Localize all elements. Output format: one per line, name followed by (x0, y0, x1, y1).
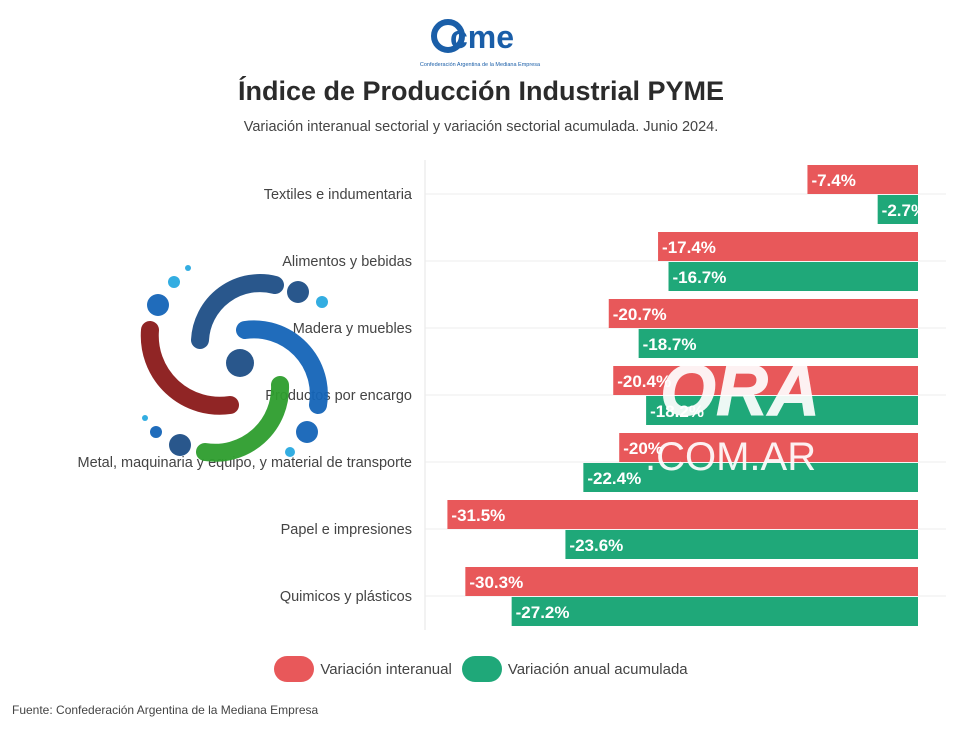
bar-interanual (619, 433, 918, 462)
bar-acumulada (877, 195, 918, 224)
data-label-acumulada: -18.2% (650, 402, 704, 421)
category-label: Productos por encargo (265, 388, 412, 404)
bar-acumulada (646, 396, 918, 425)
data-label-interanual: -30.3% (469, 573, 523, 592)
source-note: Fuente: Confederación Argentina de la Me… (12, 703, 319, 717)
legend-label-interanual: Variación interanual (320, 660, 452, 678)
legend-item-interanual[interactable]: Variación interanual (274, 656, 452, 682)
bar-acumulada (638, 329, 918, 358)
category-label: Alimentos y bebidas (282, 254, 412, 270)
came-logo: cme Confederación Argentina de la Median… (420, 19, 541, 68)
data-label-interanual: -20% (623, 439, 663, 458)
data-label-acumulada: -2.7% (882, 201, 926, 220)
data-label-acumulada: -22.4% (587, 469, 641, 488)
data-label-acumulada: -16.7% (673, 268, 727, 287)
bar-acumulada (511, 597, 918, 626)
category-label: Quimicos y plásticos (280, 589, 412, 605)
data-label-interanual: -7.4% (811, 171, 855, 190)
data-label-acumulada: -23.6% (569, 536, 623, 555)
logo-text: cme (450, 19, 514, 55)
category-label: Papel e impresiones (281, 522, 412, 538)
bar-chart: Textiles e indumentaria -7.4% -2.7% Aliment… (78, 160, 946, 630)
logo-tagline: Confederación Argentina de la Mediana Em… (420, 62, 541, 68)
page-title: Índice de Producción Industrial PYME (237, 76, 725, 106)
legend-swatch-interanual (274, 656, 315, 682)
legend-swatch-acumulada (461, 656, 502, 682)
bar-interanual (658, 232, 918, 261)
legend-item-acumulada[interactable]: Variación anual acumulada (461, 656, 688, 682)
bar-acumulada (668, 262, 918, 291)
bar-interanual (608, 299, 918, 328)
page-subtitle: Variación interanual sectorial y variaci… (243, 119, 719, 135)
bar-acumulada (583, 463, 918, 492)
data-label-interanual: -20.7% (613, 305, 667, 324)
legend-label-acumulada: Variación anual acumulada (507, 660, 688, 678)
category-label: Madera y muebles (293, 321, 412, 337)
bar-interanual (447, 500, 918, 529)
bar-interanual (465, 567, 918, 596)
bar-interanual (807, 165, 918, 194)
data-label-interanual: -20.4% (617, 372, 671, 391)
bar-interanual (613, 366, 918, 395)
bar-acumulada (565, 530, 918, 559)
data-label-interanual: -31.5% (451, 506, 505, 525)
data-label-acumulada: -18.7% (643, 335, 697, 354)
data-label-acumulada: -27.2% (516, 603, 570, 622)
chart-legend: Variación interanual Variación anual acu… (0, 656, 962, 682)
data-label-interanual: -17.4% (662, 238, 716, 257)
category-label: Metal, maquinaria y equipo, y material d… (78, 455, 412, 471)
category-label: Textiles e indumentaria (264, 187, 413, 203)
